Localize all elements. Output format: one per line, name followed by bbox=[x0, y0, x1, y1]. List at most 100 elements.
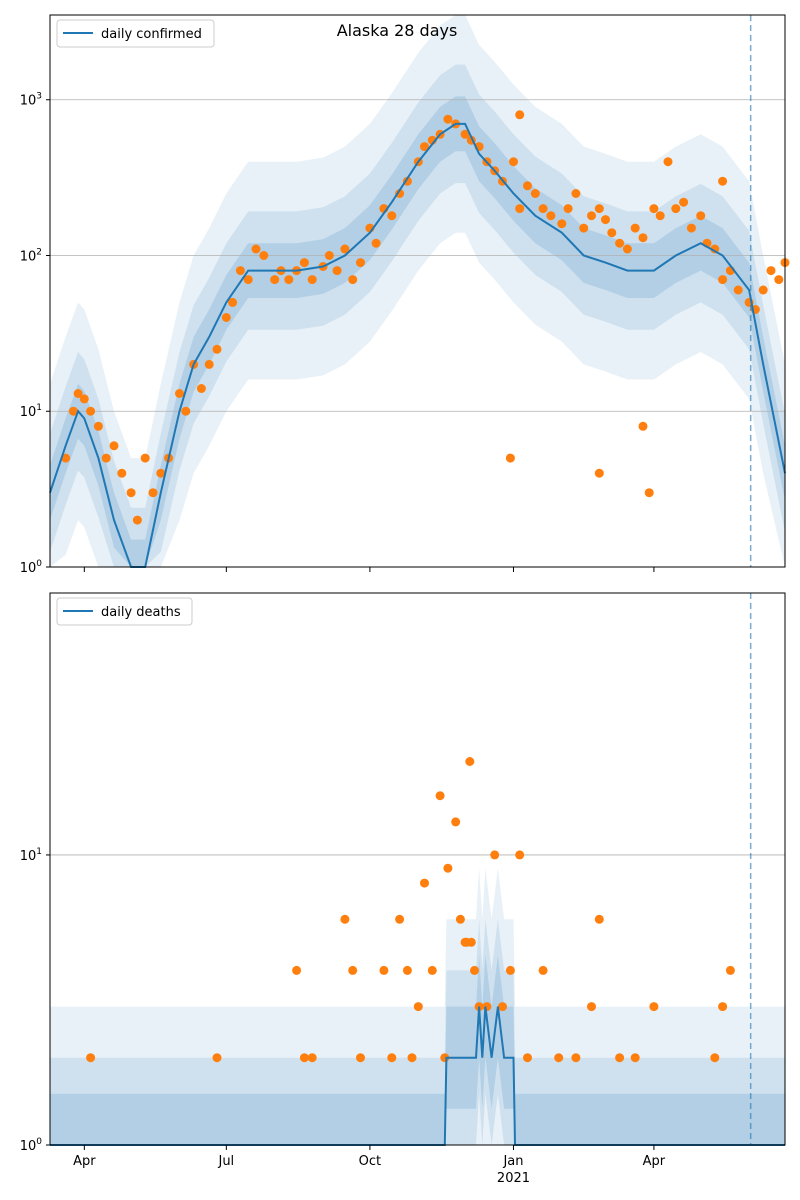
data-point bbox=[663, 157, 673, 167]
y-tick-label: 100 bbox=[20, 1137, 43, 1154]
data-point bbox=[470, 965, 479, 975]
legend-box bbox=[56, 597, 193, 626]
data-point bbox=[774, 275, 784, 285]
observed-points bbox=[86, 757, 735, 1063]
data-point bbox=[686, 223, 696, 233]
data-point bbox=[73, 389, 83, 398]
data-point bbox=[615, 238, 625, 248]
data-point bbox=[451, 817, 461, 827]
data-point bbox=[221, 313, 231, 322]
x-tick-label: Jul bbox=[217, 1154, 234, 1169]
data-point bbox=[498, 1002, 507, 1012]
chart-deaths: 100 101 Apr Jul Oct Jan Apr daily deaths 2021 bbox=[20, 592, 786, 1186]
data-point bbox=[61, 453, 71, 463]
data-point bbox=[435, 791, 445, 801]
legend: daily confirmed bbox=[56, 19, 215, 48]
data-point bbox=[710, 1053, 720, 1063]
data-point bbox=[718, 275, 728, 285]
y-tick-label: 101 bbox=[20, 847, 42, 864]
data-point bbox=[679, 197, 689, 207]
data-point bbox=[402, 965, 412, 975]
data-point bbox=[371, 238, 381, 248]
data-point bbox=[348, 965, 358, 975]
confidence-band-95% bbox=[50, 955, 785, 1145]
chart-title: Alaska 28 days bbox=[337, 21, 458, 40]
data-point bbox=[196, 384, 206, 393]
data-point bbox=[655, 211, 665, 221]
data-point bbox=[630, 223, 640, 233]
data-point bbox=[356, 258, 365, 268]
data-point bbox=[460, 129, 470, 139]
data-point bbox=[466, 937, 476, 947]
data-point bbox=[594, 914, 604, 924]
data-point bbox=[379, 965, 389, 975]
data-point bbox=[587, 1002, 596, 1012]
data-point bbox=[523, 181, 532, 191]
data-point bbox=[93, 421, 103, 431]
data-point bbox=[126, 488, 136, 498]
data-point bbox=[515, 110, 525, 120]
data-point bbox=[387, 211, 397, 221]
confidence-band-50% bbox=[50, 15, 785, 567]
data-point bbox=[420, 878, 429, 888]
data-point bbox=[251, 244, 261, 254]
y-tick-label: 101 bbox=[20, 403, 42, 420]
data-point bbox=[630, 1053, 640, 1063]
y-tick-label: 100 bbox=[20, 559, 43, 576]
x-tick-label: Oct bbox=[359, 1154, 381, 1169]
data-point bbox=[671, 204, 681, 214]
data-point bbox=[395, 914, 405, 924]
data-point bbox=[307, 1053, 317, 1063]
legend-label: daily confirmed bbox=[101, 27, 202, 42]
data-point bbox=[270, 275, 280, 285]
data-point bbox=[505, 453, 515, 463]
data-point bbox=[443, 114, 453, 124]
data-point bbox=[356, 1053, 365, 1063]
x-tick-label: Jan bbox=[502, 1154, 523, 1169]
x-axis-year-label: 2021 bbox=[497, 1171, 530, 1186]
data-point bbox=[649, 204, 659, 214]
y-tick-label: 102 bbox=[20, 247, 42, 264]
data-point bbox=[649, 1002, 659, 1012]
data-point bbox=[235, 266, 245, 276]
data-point bbox=[758, 285, 768, 295]
data-point bbox=[212, 344, 222, 354]
data-point bbox=[718, 176, 728, 186]
data-point bbox=[299, 1053, 309, 1063]
legend: daily deaths bbox=[56, 597, 193, 626]
data-point bbox=[86, 406, 96, 416]
data-point bbox=[86, 1053, 96, 1063]
data-point bbox=[482, 1002, 492, 1012]
data-point bbox=[443, 863, 453, 873]
data-point bbox=[420, 142, 429, 152]
data-point bbox=[284, 275, 294, 285]
data-point bbox=[571, 1053, 581, 1063]
y-axis-ticks: 100 101 102 103 bbox=[20, 92, 50, 576]
data-point bbox=[607, 228, 617, 238]
data-point bbox=[340, 914, 350, 924]
data-point bbox=[212, 1053, 222, 1063]
confidence-band-80% bbox=[50, 919, 785, 1145]
data-point bbox=[332, 266, 342, 276]
data-point bbox=[557, 219, 567, 229]
data-point bbox=[259, 251, 269, 260]
chart-confirmed: 100 101 102 103 Alaska 28 days daily confir… bbox=[20, 14, 790, 576]
gridlines bbox=[50, 99, 785, 412]
data-point bbox=[156, 468, 166, 478]
data-point bbox=[530, 189, 540, 198]
data-point bbox=[644, 488, 654, 498]
data-point bbox=[348, 275, 358, 285]
data-point bbox=[109, 441, 119, 451]
data-point bbox=[515, 850, 525, 860]
legend-box bbox=[56, 19, 215, 48]
data-point bbox=[407, 1053, 417, 1063]
data-point bbox=[299, 258, 309, 268]
data-point bbox=[68, 406, 78, 416]
data-point bbox=[395, 189, 405, 198]
data-point bbox=[204, 359, 214, 369]
data-point bbox=[505, 965, 515, 975]
data-point bbox=[465, 757, 475, 766]
data-point bbox=[292, 965, 302, 975]
data-point bbox=[79, 394, 89, 404]
